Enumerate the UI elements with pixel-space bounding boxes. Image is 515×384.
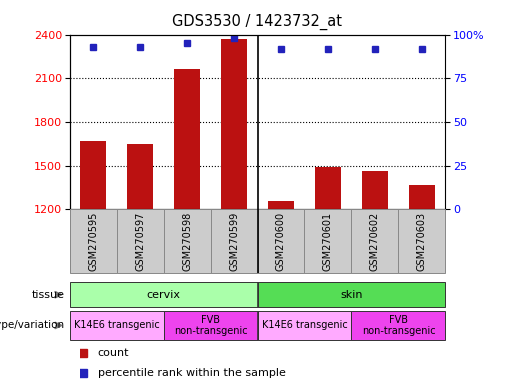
Text: genotype/variation: genotype/variation — [0, 320, 64, 331]
Bar — [304, 209, 352, 273]
Text: cervix: cervix — [146, 290, 181, 300]
Bar — [70, 209, 116, 273]
Text: FVB
non-transgenic: FVB non-transgenic — [174, 314, 247, 336]
Text: GSM270600: GSM270600 — [276, 212, 286, 270]
Text: GSM270595: GSM270595 — [88, 211, 98, 271]
Bar — [352, 311, 445, 340]
Text: GSM270602: GSM270602 — [370, 211, 380, 271]
Text: K14E6 transgenic: K14E6 transgenic — [262, 320, 348, 331]
Bar — [258, 282, 445, 307]
Text: FVB
non-transgenic: FVB non-transgenic — [362, 314, 435, 336]
Text: GDS3530 / 1423732_at: GDS3530 / 1423732_at — [173, 13, 342, 30]
Text: GSM270599: GSM270599 — [229, 211, 239, 271]
Bar — [164, 311, 258, 340]
Bar — [258, 311, 352, 340]
Text: K14E6 transgenic: K14E6 transgenic — [74, 320, 160, 331]
Bar — [70, 311, 164, 340]
Bar — [211, 209, 258, 273]
Text: GSM270597: GSM270597 — [135, 211, 145, 271]
Bar — [70, 282, 258, 307]
Bar — [268, 200, 294, 209]
Text: GSM270603: GSM270603 — [417, 212, 427, 270]
Bar — [116, 209, 164, 273]
Bar — [174, 69, 200, 209]
Text: percentile rank within the sample: percentile rank within the sample — [98, 367, 286, 377]
Bar — [399, 209, 445, 273]
Bar — [80, 141, 106, 209]
Bar — [362, 171, 388, 209]
Bar — [258, 209, 304, 273]
Bar — [164, 209, 211, 273]
Bar — [127, 144, 153, 209]
Text: tissue: tissue — [31, 290, 64, 300]
Text: count: count — [98, 348, 129, 358]
Bar — [221, 39, 247, 209]
Text: GSM270598: GSM270598 — [182, 211, 192, 271]
Bar — [352, 209, 399, 273]
Text: skin: skin — [340, 290, 363, 300]
Text: GSM270601: GSM270601 — [323, 212, 333, 270]
Bar — [409, 185, 435, 209]
Bar — [315, 167, 341, 209]
